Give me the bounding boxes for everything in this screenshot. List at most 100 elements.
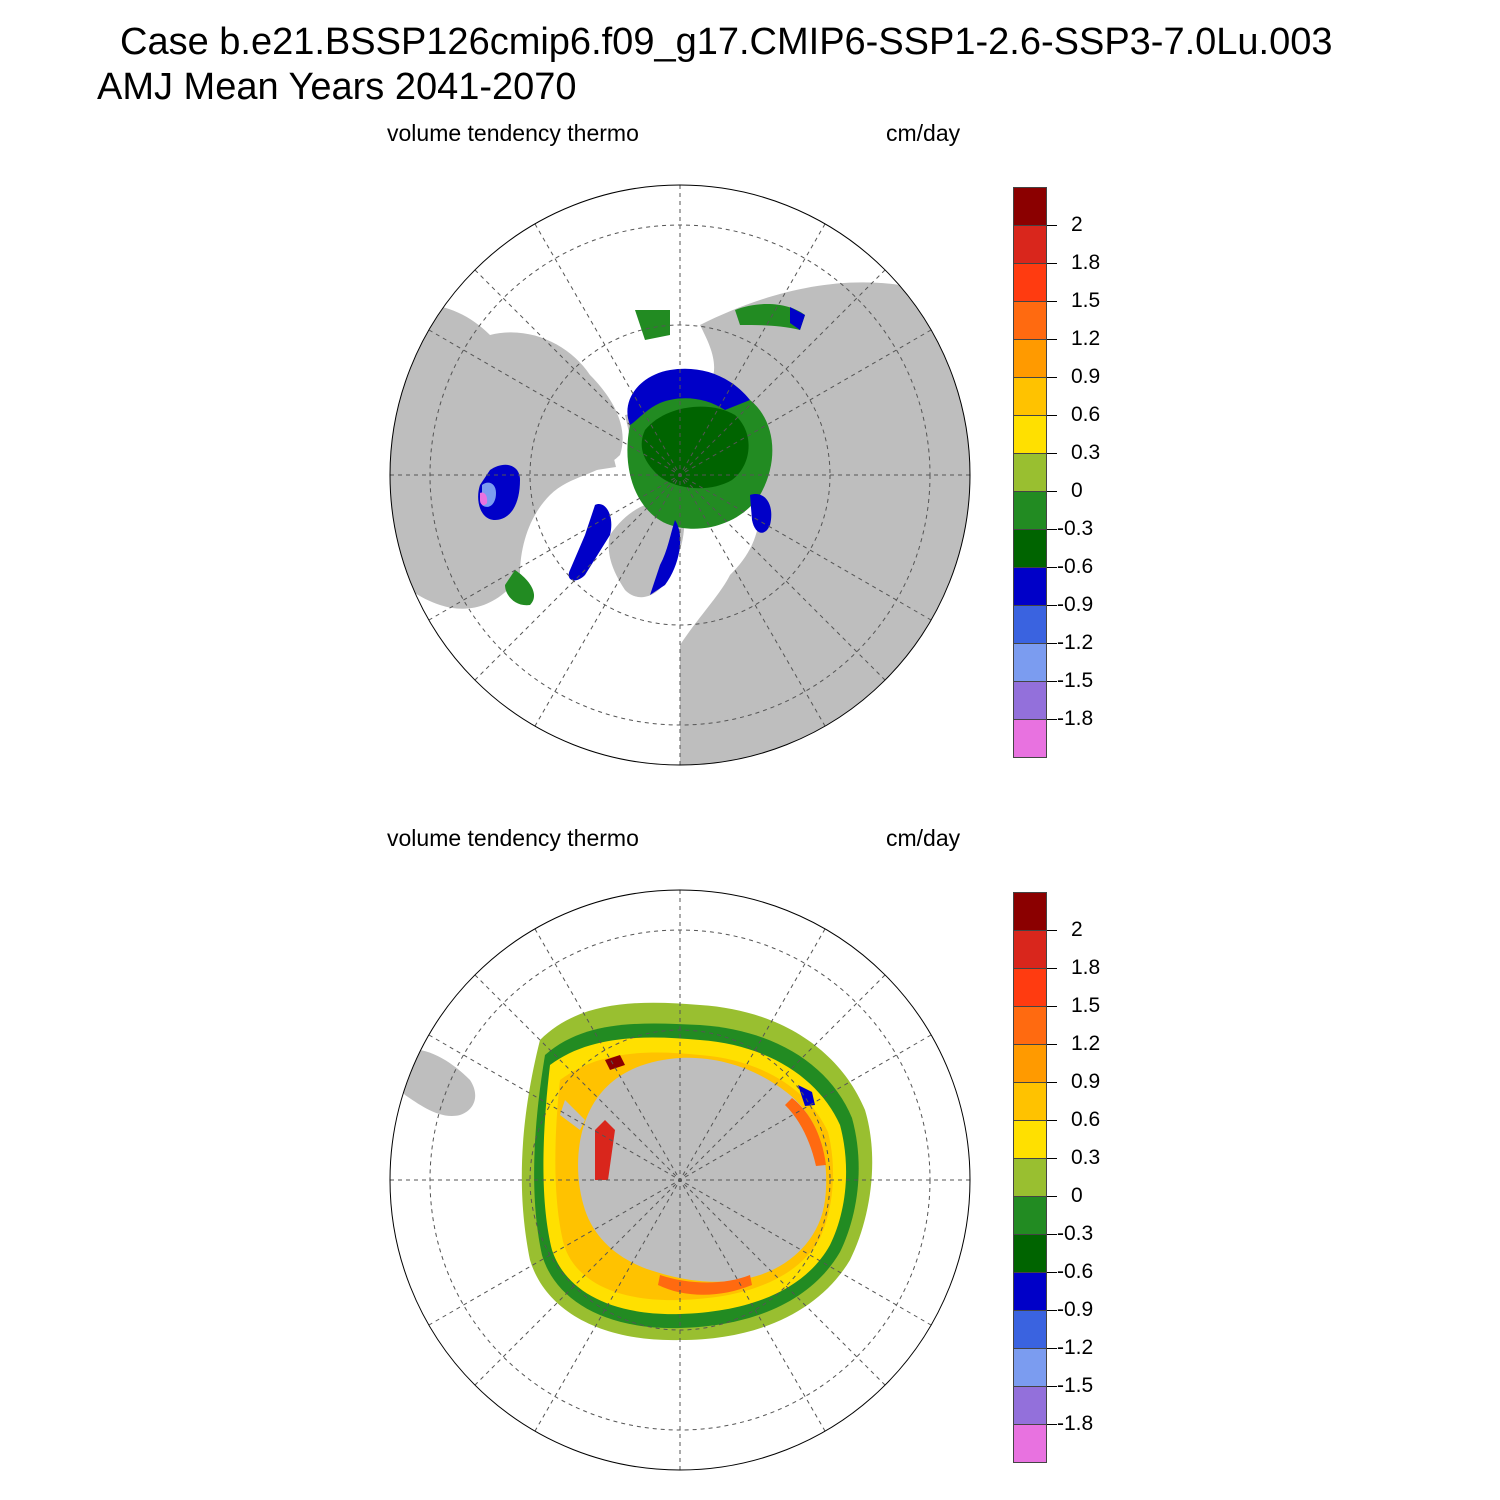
colorbar-swatch [1013, 187, 1047, 226]
colorbar-label: 1.8 [1071, 251, 1101, 274]
colorbar-swatch [1013, 339, 1047, 378]
colorbar-label: -0.9 [1057, 593, 1094, 616]
colorbar-label: -1.2 [1057, 1336, 1094, 1359]
north-polar-map [389, 184, 971, 766]
colorbar-label: 0 [1071, 1184, 1083, 1207]
colorbar-label: 0 [1071, 479, 1083, 502]
land-south-america [394, 1049, 476, 1116]
colorbar-swatch [1013, 263, 1047, 302]
colorbar-swatch [1013, 643, 1047, 682]
colorbar-tick [1047, 605, 1057, 606]
colorbar-label: 0.3 [1071, 1146, 1101, 1169]
colorbar-tick [1047, 1234, 1057, 1235]
land-antarctica [578, 1057, 827, 1282]
colorbar-swatch [1013, 719, 1047, 758]
colorbar-swatch [1013, 1424, 1047, 1463]
south-panel-units: cm/day [886, 825, 961, 851]
north-colorbar: 2 1.8 1.5 1.2 0.9 0.6 0.3 0 -0.3 -0.6 -0.9 -1.2 -1.5… [1013, 187, 1143, 758]
colorbar-label: -0.3 [1057, 517, 1094, 540]
colorbar-tick [1047, 1196, 1057, 1197]
colorbar-tick [1047, 681, 1057, 682]
colorbar-swatch [1013, 567, 1047, 606]
north-panel-units: cm/day [886, 120, 961, 146]
colorbar-swatch [1013, 415, 1047, 454]
colorbar-tick [1047, 1120, 1057, 1121]
land-north-america [390, 304, 623, 609]
sea-ice-blue-kara [750, 494, 772, 533]
colorbar-label: 1.5 [1071, 994, 1101, 1017]
colorbar-swatch [1013, 301, 1047, 340]
colorbar-label: 0.3 [1071, 441, 1101, 464]
sea-ice-okhotsk [735, 303, 805, 330]
colorbar-tick [1047, 1006, 1057, 1007]
colorbar-tick [1047, 1044, 1057, 1045]
colorbar-label: -1.5 [1057, 669, 1094, 692]
colorbar-tick [1047, 529, 1057, 530]
colorbar-label: 1.5 [1071, 289, 1101, 312]
colorbar-label: 0.9 [1071, 365, 1101, 388]
colorbar-label: 1.8 [1071, 956, 1101, 979]
south-panel-title: volume tendency thermo [387, 825, 639, 851]
sea-ice-green-labrador [505, 570, 535, 606]
colorbar-swatch [1013, 491, 1047, 530]
colorbar-swatch [1013, 1272, 1047, 1311]
colorbar-swatch [1013, 968, 1047, 1007]
colorbar-tick [1047, 930, 1057, 931]
figure-title-line-1: Case b.e21.BSSP126cmip6.f09_g17.CMIP6-SS… [120, 21, 1333, 63]
colorbar-label: -1.8 [1057, 1412, 1094, 1435]
colorbar-label: -1.5 [1057, 1374, 1094, 1397]
colorbar-label: 0.6 [1071, 403, 1101, 426]
colorbar-swatch [1013, 1196, 1047, 1235]
colorbar-tick [1047, 377, 1057, 378]
colorbar-label: -0.6 [1057, 1260, 1094, 1283]
colorbar-label: 2 [1071, 213, 1083, 236]
colorbar-swatch [1013, 1348, 1047, 1387]
colorbar-tick [1047, 1272, 1057, 1273]
colorbar-swatch [1013, 377, 1047, 416]
figure-title-line-2: AMJ Mean Years 2041-2070 [97, 66, 577, 108]
colorbar-tick [1047, 567, 1057, 568]
colorbar-label: 1.2 [1071, 1032, 1101, 1055]
colorbar-tick [1047, 301, 1057, 302]
colorbar-tick [1047, 1424, 1057, 1425]
colorbar-swatch [1013, 453, 1047, 492]
colorbar-tick [1047, 263, 1057, 264]
sea-ice-blue-greenland-east [650, 520, 681, 595]
colorbar-tick [1047, 491, 1057, 492]
colorbar-tick [1047, 1386, 1057, 1387]
colorbar-tick [1047, 719, 1057, 720]
colorbar-swatch [1013, 1120, 1047, 1159]
colorbar-swatch [1013, 1310, 1047, 1349]
colorbar-label: -0.9 [1057, 1298, 1094, 1321]
colorbar-tick [1047, 339, 1057, 340]
north-panel-title: volume tendency thermo [387, 120, 639, 146]
colorbar-label: 1.2 [1071, 327, 1101, 350]
colorbar-tick [1047, 453, 1057, 454]
colorbar-tick [1047, 1158, 1057, 1159]
colorbar-tick [1047, 225, 1057, 226]
colorbar-tick [1047, 1082, 1057, 1083]
colorbar-label: 2 [1071, 918, 1083, 941]
colorbar-swatch [1013, 1082, 1047, 1121]
colorbar-tick [1047, 1310, 1057, 1311]
colorbar-swatch [1013, 930, 1047, 969]
colorbar-label: 0.9 [1071, 1070, 1101, 1093]
south-polar-map [389, 889, 971, 1471]
colorbar-label: -0.6 [1057, 555, 1094, 578]
sea-ice-dark-green [641, 406, 749, 489]
colorbar-swatch [1013, 529, 1047, 568]
colorbar-swatch [1013, 1386, 1047, 1425]
colorbar-tick [1047, 968, 1057, 969]
colorbar-swatch [1013, 1158, 1047, 1197]
colorbar-swatch [1013, 681, 1047, 720]
colorbar-swatch [1013, 605, 1047, 644]
colorbar-swatch [1013, 1044, 1047, 1083]
sea-ice-blue-baffin [568, 504, 612, 581]
colorbar-label: 0.6 [1071, 1108, 1101, 1131]
colorbar-label: -1.8 [1057, 707, 1094, 730]
colorbar-swatch [1013, 892, 1047, 931]
colorbar-label: -1.2 [1057, 631, 1094, 654]
colorbar-swatch [1013, 1006, 1047, 1045]
colorbar-swatch [1013, 1234, 1047, 1273]
south-colorbar: 2 1.8 1.5 1.2 0.9 0.6 0.3 0 -0.3 -0.6 -0.9 -1.2 -1.5… [1013, 892, 1143, 1463]
